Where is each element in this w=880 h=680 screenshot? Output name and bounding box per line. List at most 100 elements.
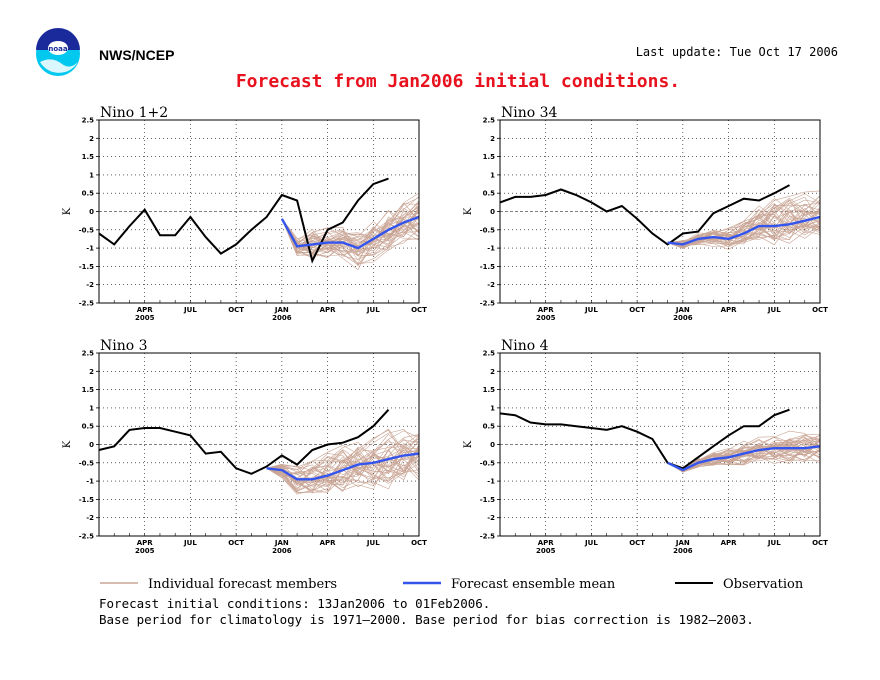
forecast-member-line <box>281 218 420 254</box>
panel-title: Nino 1+2 <box>100 105 168 121</box>
x-tick-label: APR <box>721 539 738 547</box>
x-tick-year: 2006 <box>272 547 292 555</box>
panel-1: Nino 1+2 K 2.5 2 1.5 1 0.5 0 -0.5 -1 -1.5 -2 -2.5 APR… <box>62 105 427 322</box>
forecast-member-line <box>281 211 420 248</box>
ensemble-mean-line <box>667 445 821 472</box>
legend-obs-label: Observation <box>723 577 804 592</box>
x-tick-year: 2006 <box>272 314 292 322</box>
x-tick-label: JUL <box>366 539 380 547</box>
y-tick-label: -2 <box>487 514 495 522</box>
x-tick-label: APR <box>137 539 154 547</box>
forecast-member-line <box>266 444 420 490</box>
x-tick-label: APR <box>538 539 555 547</box>
panel-title: Nino 34 <box>501 105 558 121</box>
forecast-member-line <box>281 206 420 252</box>
logo-text: noaa <box>48 45 68 53</box>
x-tick-label: JUL <box>767 306 781 314</box>
y-tick-label: -1 <box>487 478 495 486</box>
y-tick-label: -2.5 <box>79 300 94 308</box>
forecast-member-line <box>266 451 420 476</box>
x-tick-year: 2005 <box>536 314 556 322</box>
x-tick-label: OCT <box>812 539 828 547</box>
y-tick-label: 2.5 <box>82 350 95 358</box>
y-tick-label: 0 <box>89 441 94 449</box>
y-tick-label: -2.5 <box>480 533 495 541</box>
forecast-member-line <box>266 448 420 492</box>
y-tick-label: -1 <box>86 245 94 253</box>
x-tick-label: OCT <box>228 539 244 547</box>
y-axis-label: K <box>463 207 474 215</box>
panel-2: Nino 34K2.521.510.50-0.5-1-1.5-2-2.5APR2… <box>463 105 828 322</box>
forecast-member-line <box>667 207 821 248</box>
x-tick-label: APR <box>721 306 738 314</box>
y-tick-label: 0.5 <box>483 190 496 198</box>
y-tick-label: 2.5 <box>82 117 95 125</box>
plot-frame <box>98 352 420 537</box>
forecast-member-line <box>667 206 821 244</box>
forecast-member-line <box>266 445 420 484</box>
x-tick-label: JAN <box>274 539 289 547</box>
forecast-member-line <box>667 203 821 245</box>
y-tick-label: -1.5 <box>79 496 94 504</box>
y-tick-label: 2.5 <box>483 350 496 358</box>
y-tick-label: 0.5 <box>82 190 95 198</box>
y-tick-label: 1 <box>89 171 94 179</box>
x-tick-label: JAN <box>274 306 289 314</box>
forecast-member-line <box>266 444 420 492</box>
x-tick-label: OCT <box>228 306 244 314</box>
x-tick-year: 2005 <box>536 547 556 555</box>
y-tick-label: 2 <box>490 135 495 143</box>
y-tick-label: -1 <box>487 245 495 253</box>
forecast-member-line <box>281 218 420 253</box>
y-tick-label: 2 <box>490 368 495 376</box>
y-axis-label: K <box>62 207 73 215</box>
observation-line <box>499 184 790 246</box>
forecast-member-line <box>281 210 420 255</box>
legend: Individual forecast members Forecast ens… <box>100 577 804 592</box>
forecast-member-line <box>281 218 420 248</box>
y-tick-label: -0.5 <box>79 459 94 467</box>
y-axis-label: K <box>62 440 73 448</box>
y-tick-label: -2 <box>86 281 94 289</box>
forecast-member-line <box>667 434 821 473</box>
y-tick-label: 1.5 <box>483 386 496 394</box>
x-tick-year: 2006 <box>673 547 693 555</box>
y-tick-label: -1.5 <box>480 263 495 271</box>
ensemble-mean-line <box>266 452 420 481</box>
forecast-member-line <box>281 216 420 253</box>
y-tick-label: -0.5 <box>480 459 495 467</box>
forecast-member-line <box>266 457 420 493</box>
y-axis-label: K <box>463 440 474 448</box>
forecast-member-line <box>281 200 420 267</box>
y-tick-label: 2.5 <box>483 117 496 125</box>
x-tick-label: APR <box>320 306 337 314</box>
x-tick-label: OCT <box>629 306 645 314</box>
y-tick-label: 2 <box>89 368 94 376</box>
panel-title: Nino 4 <box>501 338 549 354</box>
forecast-member-line <box>667 446 821 473</box>
y-tick-label: 1 <box>89 404 94 412</box>
y-tick-label: 1.5 <box>82 386 95 394</box>
y-tick-label: 0.5 <box>483 423 496 431</box>
x-tick-label: JUL <box>183 539 197 547</box>
y-tick-label: 1 <box>490 404 495 412</box>
noaa-logo: noaa <box>36 28 80 76</box>
legend-members-label: Individual forecast members <box>148 577 337 592</box>
x-tick-label: APR <box>320 539 337 547</box>
forecast-member-line <box>266 453 420 489</box>
forecast-member-line <box>281 208 420 257</box>
y-tick-label: -0.5 <box>480 226 495 234</box>
y-tick-label: -1.5 <box>480 496 495 504</box>
footer-line-1: Forecast initial conditions: 13Jan2006 t… <box>99 596 490 611</box>
x-tick-year: 2005 <box>135 314 155 322</box>
y-tick-label: -0.5 <box>79 226 94 234</box>
forecast-member-line <box>266 440 420 477</box>
y-tick-label: 1 <box>490 171 495 179</box>
x-tick-label: JUL <box>584 539 598 547</box>
y-tick-label: 2 <box>89 135 94 143</box>
panel-4: Nino 4K2.521.510.50-0.5-1-1.5-2-2.5APR20… <box>463 338 828 555</box>
observation-line <box>98 177 389 264</box>
ensemble-mean-line <box>667 215 821 246</box>
forecast-member-line <box>281 205 420 260</box>
plot-frame <box>98 119 420 304</box>
